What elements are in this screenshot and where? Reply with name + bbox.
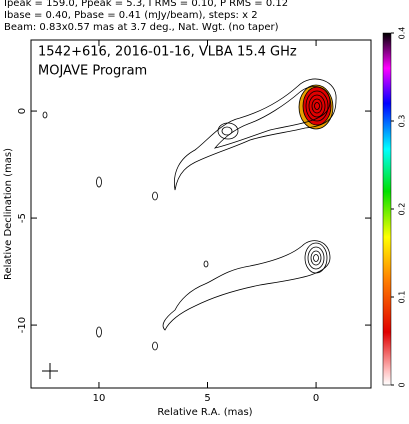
header-line: Ibase = 0.40, Pbase = 0.41 (mJy/beam), s… xyxy=(4,10,258,21)
plot-title: 1542+616, 2016-01-16, VLBA 15.4 GHz xyxy=(38,45,297,60)
plot-subtitle: MOJAVE Program xyxy=(38,64,147,79)
y-tick-label: -5 xyxy=(17,213,28,223)
x-axis-label: Relative R.A. (mas) xyxy=(157,407,252,418)
x-tick-label: 10 xyxy=(93,393,106,404)
y-tick-label: 0 xyxy=(17,108,28,114)
colorbar-tick-label: 0.2 xyxy=(398,203,407,216)
colorbar-tick-label: 0.1 xyxy=(398,291,407,304)
plot-frame xyxy=(30,39,372,389)
x-tick-label: 5 xyxy=(204,393,210,404)
colorbar-tick-label: 0 xyxy=(398,382,407,387)
y-axis-label: Relative Declination (mas) xyxy=(3,148,14,280)
contours xyxy=(42,78,337,379)
x-tick-label: 0 xyxy=(313,393,319,404)
header-line: Beam: 0.83x0.57 mas at 3.7 deg., Nat. Wg… xyxy=(4,22,279,33)
y-tick-label: -10 xyxy=(17,317,28,333)
colorbar-tick-label: 0.3 xyxy=(398,115,407,128)
colorbar xyxy=(382,32,392,386)
colorbar-tick-label: 0.4 xyxy=(398,27,407,40)
beam xyxy=(42,363,58,379)
header-line: Ipeak = 159.0, Ppeak = 5.3, I RMS = 0.10… xyxy=(4,0,288,9)
